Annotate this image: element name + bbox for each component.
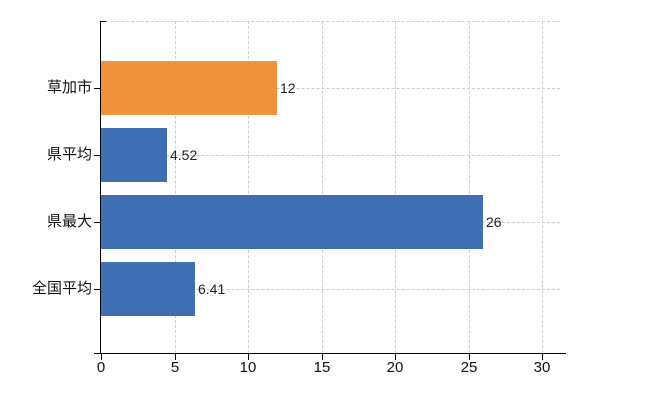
x-tick-label: 25 [460,359,478,376]
y-axis-top-tick [100,21,106,22]
bar-value-label: 6.41 [198,281,226,297]
x-gridline [248,21,249,353]
y-category-label: 全国平均 [31,280,92,297]
bar [101,262,195,316]
x-tick-label: 10 [239,359,257,376]
y-gridline [101,289,560,290]
y-gridline [101,21,560,22]
y-category-label: 県最大 [46,213,92,230]
bar-value-label: 26 [486,214,502,230]
x-tick-mark [542,354,543,360]
y-tick-mark [94,155,100,156]
x-tick-mark [175,354,176,360]
y-category-label: 県平均 [46,146,92,163]
x-gridline [469,21,470,353]
x-tick-mark [395,354,396,360]
bar-value-label: 4.52 [170,147,198,163]
y-axis-line [100,21,101,353]
x-axis-line [94,353,566,354]
x-tick-mark [469,354,470,360]
x-tick-label: 5 [170,359,180,376]
y-category-label: 草加市 [46,79,92,96]
y-tick-mark [94,88,100,89]
bar [101,61,277,115]
x-tick-label: 0 [96,359,106,376]
x-gridline [322,21,323,353]
y-gridline [101,155,560,156]
x-tick-label: 30 [533,359,551,376]
y-gridline [101,88,560,89]
x-gridline [175,21,176,353]
bar [101,128,167,182]
bar [101,195,483,249]
x-gridline [395,21,396,353]
x-tick-label: 20 [386,359,404,376]
y-tick-mark [94,289,100,290]
x-tick-mark [101,354,102,360]
x-tick-mark [322,354,323,360]
x-gridline [542,21,543,353]
y-tick-mark [94,222,100,223]
x-tick-label: 15 [313,359,331,376]
bar-value-label: 12 [280,80,296,96]
x-tick-mark [248,354,249,360]
